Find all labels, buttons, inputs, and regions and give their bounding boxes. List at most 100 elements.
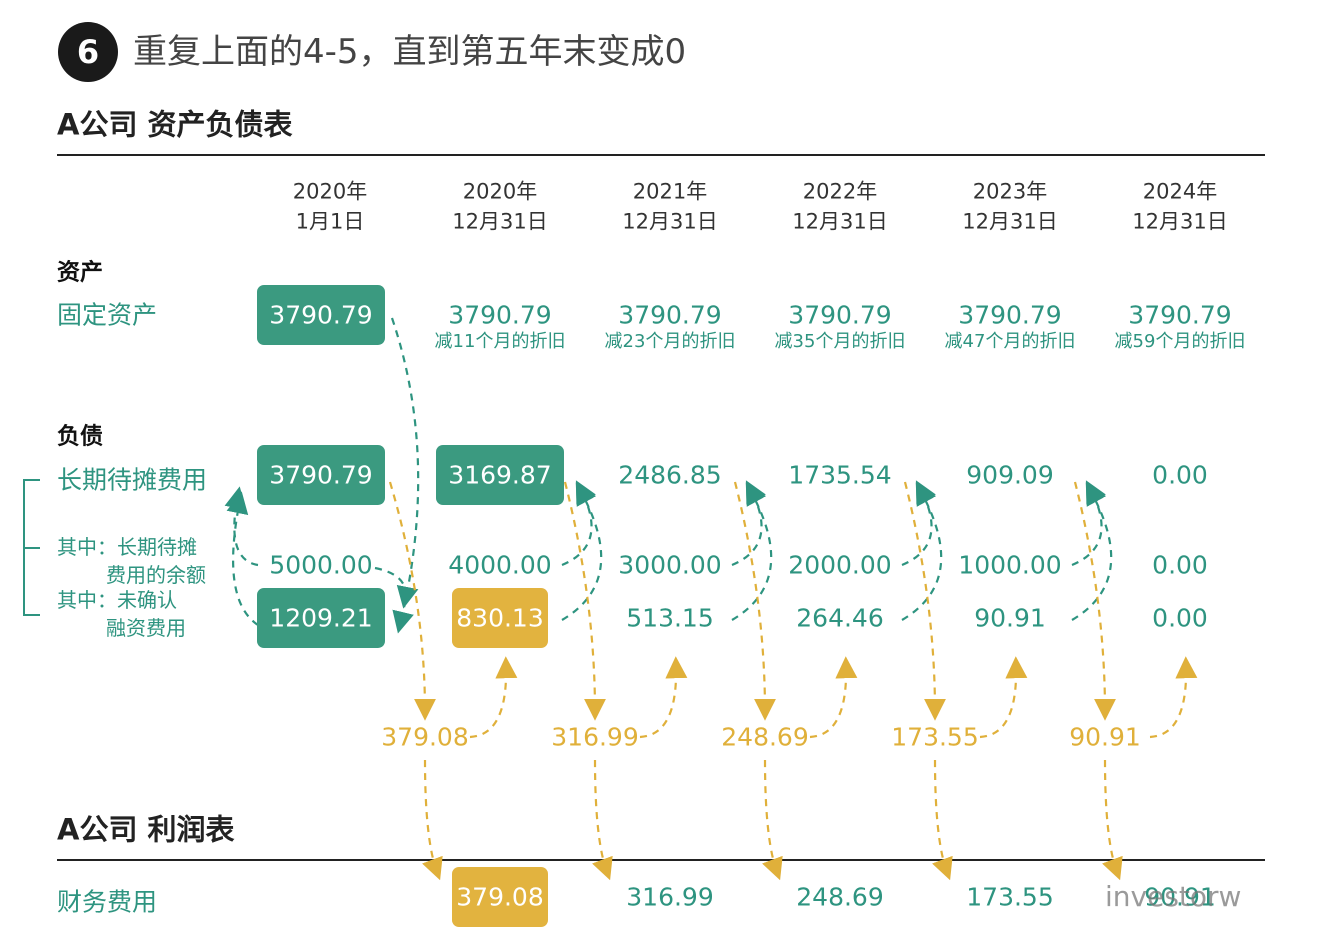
arrow: [932, 759, 953, 881]
depreciation-note: 减23个月的折旧: [604, 331, 736, 352]
arrow: [809, 656, 858, 739]
row-heading: 负债: [57, 423, 103, 450]
row-label: 融资费用: [106, 616, 186, 640]
arrow: [762, 759, 783, 881]
bracket: [23, 479, 40, 616]
row-label: 费用的余额: [106, 563, 206, 587]
liability-value: 1000.00: [958, 550, 1062, 580]
interest-value: 90.91: [1069, 722, 1141, 752]
liability-value: 264.46: [796, 603, 884, 633]
arrow: [733, 481, 776, 721]
row-heading: 资产: [57, 259, 103, 286]
arrow: [979, 656, 1028, 739]
arrow: [374, 566, 419, 609]
section-title: A公司 资产负债表: [57, 107, 293, 142]
arrow: [731, 480, 766, 567]
interest-value: 316.99: [551, 722, 639, 752]
liability-value: 909.09: [966, 460, 1054, 490]
income-value: 173.55: [966, 882, 1054, 912]
arrow: [390, 317, 420, 634]
column-date: 12月31日: [962, 209, 1058, 234]
arrow: [469, 656, 518, 739]
arrow: [592, 759, 613, 881]
liability-value: 5000.00: [269, 550, 373, 580]
column-year: 2020年: [462, 179, 538, 204]
arrow: [422, 759, 443, 881]
liability-value: 3790.79: [269, 460, 373, 490]
arrow: [1073, 481, 1116, 721]
liability-value: 2000.00: [788, 550, 892, 580]
income-value: 90.91: [1144, 882, 1216, 912]
asset-value: 3790.79: [958, 300, 1062, 330]
liability-value: 90.91: [974, 603, 1046, 633]
arrow: [1071, 482, 1113, 621]
asset-value: 3790.79: [788, 300, 892, 330]
arrow: [903, 481, 946, 721]
row-label: 财务费用: [57, 887, 158, 917]
depreciation-note: 减35个月的折旧: [774, 331, 906, 352]
depreciation-note: 减11个月的折旧: [434, 331, 566, 352]
liability-value: 0.00: [1152, 550, 1208, 580]
income-value: 248.69: [796, 882, 884, 912]
column-date: 12月31日: [1132, 209, 1228, 234]
step-title: 重复上面的4-5，直到第五年末变成0: [133, 32, 687, 72]
arrow: [1071, 480, 1106, 567]
row-label: 长期待摊费用: [57, 465, 208, 495]
column-date: 12月31日: [792, 209, 888, 234]
column-date: 12月31日: [622, 209, 718, 234]
liability-value: 0.00: [1152, 460, 1208, 490]
row-label: 固定资产: [57, 300, 158, 330]
highlight-box: [452, 867, 548, 927]
column-year: 2020年: [292, 179, 368, 204]
interest-value: 248.69: [721, 722, 809, 752]
arrow: [226, 491, 259, 626]
step-circle: [58, 22, 118, 82]
column-date: 12月31日: [452, 209, 548, 234]
highlight-box: [452, 588, 548, 648]
arrow: [1102, 759, 1123, 881]
income-value: 379.08: [456, 882, 544, 912]
asset-value: 3790.79: [448, 300, 552, 330]
column-year: 2024年: [1142, 179, 1218, 204]
asset-value: 3790.79: [269, 300, 373, 330]
interest-value: 379.08: [381, 722, 469, 752]
step-number: 6: [76, 33, 100, 71]
column-year: 2022年: [802, 179, 878, 204]
section-title: A公司 利润表: [57, 812, 235, 847]
column-year: 2023年: [972, 179, 1048, 204]
liability-value: 3000.00: [618, 550, 722, 580]
income-value: 316.99: [626, 882, 714, 912]
arrow: [388, 481, 436, 721]
arrow: [1149, 656, 1198, 739]
highlight-box: [257, 285, 385, 345]
arrow: [561, 482, 603, 621]
interest-value: 173.55: [891, 722, 979, 752]
highlight-box: [257, 445, 385, 505]
depreciation-note: 减47个月的折旧: [944, 331, 1076, 352]
asset-value: 3790.79: [1128, 300, 1232, 330]
liability-value: 1735.54: [788, 460, 892, 490]
arrow: [561, 480, 596, 567]
arrow: [224, 486, 259, 567]
arrow: [731, 482, 773, 621]
liability-value: 3169.87: [448, 460, 552, 490]
arrow: [901, 482, 943, 621]
liability-value: 513.15: [626, 603, 714, 633]
column-date: 1月1日: [295, 209, 365, 234]
highlight-box: [257, 588, 385, 648]
depreciation-note: 减59个月的折旧: [1114, 331, 1246, 352]
row-label: 其中：长期待摊: [57, 535, 197, 559]
arrow: [639, 656, 688, 739]
highlight-box: [436, 445, 564, 505]
arrow: [901, 480, 936, 567]
liability-value: 1209.21: [269, 603, 373, 633]
row-label: 其中：未确认: [57, 588, 177, 612]
asset-value: 3790.79: [618, 300, 722, 330]
liability-value: 2486.85: [618, 460, 722, 490]
arrow: [563, 481, 606, 721]
watermark: investorw: [1105, 880, 1242, 913]
column-year: 2021年: [632, 179, 708, 204]
liability-value: 4000.00: [448, 550, 552, 580]
